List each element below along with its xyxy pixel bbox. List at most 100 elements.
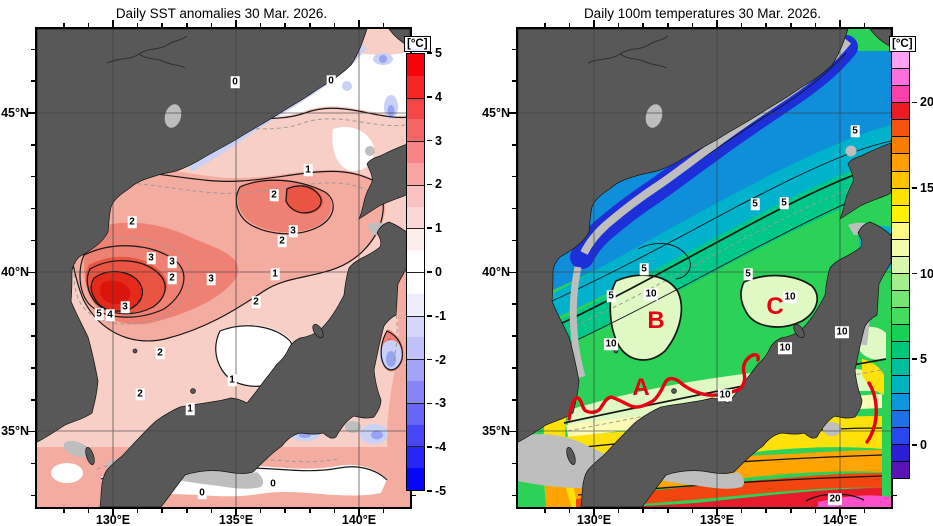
frame-tick: [87, 23, 90, 27]
colorbar-segment: [407, 315, 424, 338]
colorbar-segment: [407, 402, 424, 425]
colorbar-segment: [892, 238, 909, 256]
frame-tick: [333, 509, 336, 513]
colorbar-gradient: [406, 53, 425, 491]
colorbar-inner-line: [407, 402, 424, 404]
frame-tick: [512, 399, 516, 401]
frame-tick: [28, 112, 35, 114]
colorbar-tick: [912, 358, 917, 360]
frame-tick: [112, 509, 114, 516]
frame-tick: [31, 239, 35, 242]
frame-tick: [186, 509, 188, 513]
colorbar-tick: [427, 315, 432, 317]
graticule: [37, 29, 410, 507]
colorbar-segment: [407, 184, 424, 207]
colorbar-tick: [427, 96, 432, 98]
frame-tick: [512, 303, 516, 305]
frame-tick: [31, 399, 35, 401]
colorbar-tick: [427, 139, 432, 142]
frame-tick: [382, 23, 385, 27]
frame-tick: [382, 509, 385, 513]
colorbar-inner-line: [407, 97, 424, 99]
graticule: [518, 29, 891, 507]
colorbar-segment: [407, 424, 424, 447]
frame-tick: [358, 20, 360, 27]
frame-tick: [112, 20, 114, 27]
colorbar-tick: [427, 358, 432, 361]
colorbar-segment: [407, 141, 424, 163]
colorbar-tick: [427, 227, 432, 229]
colorbar-segment: [892, 443, 909, 461]
lon-tick-label: 140°E: [341, 513, 377, 526]
frame-tick: [284, 509, 286, 513]
colorbar-tick-label: -2: [435, 352, 447, 367]
colorbar-gradient: [891, 51, 910, 479]
colorbar-tick-label: 20: [920, 95, 933, 110]
frame-tick: [765, 23, 767, 27]
lon-tick-label: 135°E: [699, 513, 735, 526]
temp-100m-panel: Daily 100m temperatures 30 Mar. 2026.: [466, 0, 933, 526]
frame-tick: [186, 23, 188, 27]
frame-tick: [716, 509, 718, 516]
frame-tick: [512, 175, 516, 178]
colorbar-segment: [407, 337, 424, 360]
colorbar-segment: [892, 375, 909, 393]
panel-title-sst: Daily SST anomalies 30 Mar. 2026.: [115, 6, 328, 21]
colorbar-segment: [892, 187, 909, 205]
temp-20-21-zone: [580, 488, 882, 507]
frame-tick: [512, 367, 516, 369]
colorbar-inner-line: [407, 446, 424, 448]
colorbar-sst-anomaly: [°C] 5 4 3 2 1 0 -1 -2 -3 -4 -5: [404, 27, 474, 517]
colorbar-tick-label: -3: [435, 396, 447, 411]
frame-tick: [617, 23, 620, 27]
colorbar-tick-label: 15: [920, 180, 933, 195]
frame-tick: [839, 509, 841, 516]
frame-tick: [512, 144, 516, 146]
temp-18-20-zone: [576, 473, 882, 507]
map-sst-anomalies: 130°E 135°E 140°E 45°N 40°N 35°N 0 0 1 2 2 3 2 3 3 2 3 1 2…: [1, 20, 419, 526]
colorbar-segment: [407, 380, 424, 403]
frame-tick: [31, 335, 35, 337]
colorbar-segment: [892, 307, 909, 325]
colorbar-segment: [892, 102, 909, 120]
frame-tick: [31, 207, 35, 210]
colorbar-segment: [892, 324, 909, 342]
front-line-red: [567, 353, 878, 444]
frame-tick: [87, 509, 90, 513]
frame-tick: [512, 207, 516, 210]
colorbar-inner-line: [407, 272, 424, 273]
colorbar-segment: [892, 119, 909, 137]
frame-tick: [210, 23, 213, 27]
frame-tick: [512, 335, 516, 337]
frame-tick: [839, 20, 841, 27]
lat-tick-label: 35°N: [482, 424, 510, 438]
colorbar-segment: [892, 426, 909, 444]
frame-tick: [309, 509, 311, 513]
frame-tick: [63, 509, 65, 513]
colorbar-segment: [407, 119, 424, 142]
sst-anomaly-panel: Daily SST anomalies 30 Mar. 2026.: [0, 0, 466, 526]
lon-tick-label: 130°E: [95, 513, 131, 526]
colorbar-inner-line: [407, 141, 424, 143]
colorbar-tick-label: -4: [435, 440, 447, 455]
frame-tick: [691, 509, 694, 513]
lon-tick-label: 140°E: [822, 513, 858, 526]
anomaly-minus2-zone: [299, 55, 396, 440]
frame-tick: [568, 23, 571, 27]
frame-tick: [740, 509, 743, 513]
map-100m-temperatures: 130°E 135°E 140°E 45°N 40°N 35°N 5 5 5 5 5 5 10 10 10 1…: [482, 20, 900, 526]
colorbar-segment: [892, 136, 909, 154]
colorbar-segment: [892, 460, 909, 478]
frame-tick: [617, 509, 620, 513]
frame-tick: [509, 430, 516, 433]
frame-tick: [284, 23, 286, 27]
frame-tick: [814, 23, 817, 27]
colorbar-segment: [407, 97, 424, 120]
colorbar-segment: [892, 273, 909, 291]
frame-tick: [593, 509, 595, 516]
colorbar-tick-label: -1: [435, 308, 447, 323]
colorbar-tick: [427, 271, 432, 273]
frame-tick: [790, 509, 792, 513]
lon-tick-label: 130°E: [576, 513, 612, 526]
colorbar-tick-label: 5: [435, 46, 442, 60]
